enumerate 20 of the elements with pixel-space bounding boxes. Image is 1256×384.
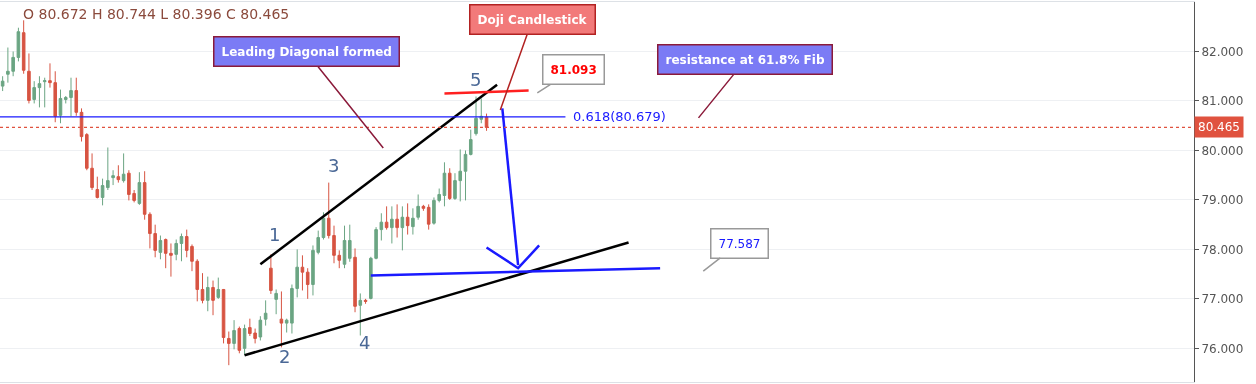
y-tick-label: 79.000 bbox=[1201, 193, 1244, 208]
annotation: 1 bbox=[269, 224, 281, 245]
annotation: 77.587 bbox=[718, 236, 761, 251]
ref-line-label: 0.618(80.679) bbox=[573, 109, 666, 124]
y-tick-label: 80.000 bbox=[1201, 143, 1244, 158]
annotation: resistance at 61.8% Fib bbox=[665, 52, 825, 67]
annotation: 5 bbox=[470, 69, 482, 90]
annotation: 2 bbox=[279, 346, 291, 367]
y-tick-label: 81.000 bbox=[1201, 94, 1244, 109]
annotation: 4 bbox=[359, 332, 371, 353]
y-tick-label: 76.000 bbox=[1201, 341, 1244, 356]
annotation: Doji Candlestick bbox=[477, 12, 588, 27]
annotation: O 80.672 H 80.744 L 80.396 C 80.465 bbox=[23, 6, 290, 22]
y-tick-label: 82.000 bbox=[1201, 44, 1244, 59]
y-tick-label: 77.000 bbox=[1201, 292, 1244, 307]
ref-line-label: 80.465 bbox=[1198, 120, 1240, 134]
annotation: 81.093 bbox=[550, 62, 597, 77]
annotation: Leading Diagonal formed bbox=[221, 44, 392, 59]
annotation: 3 bbox=[328, 155, 340, 176]
y-tick-label: 78.000 bbox=[1201, 242, 1244, 257]
